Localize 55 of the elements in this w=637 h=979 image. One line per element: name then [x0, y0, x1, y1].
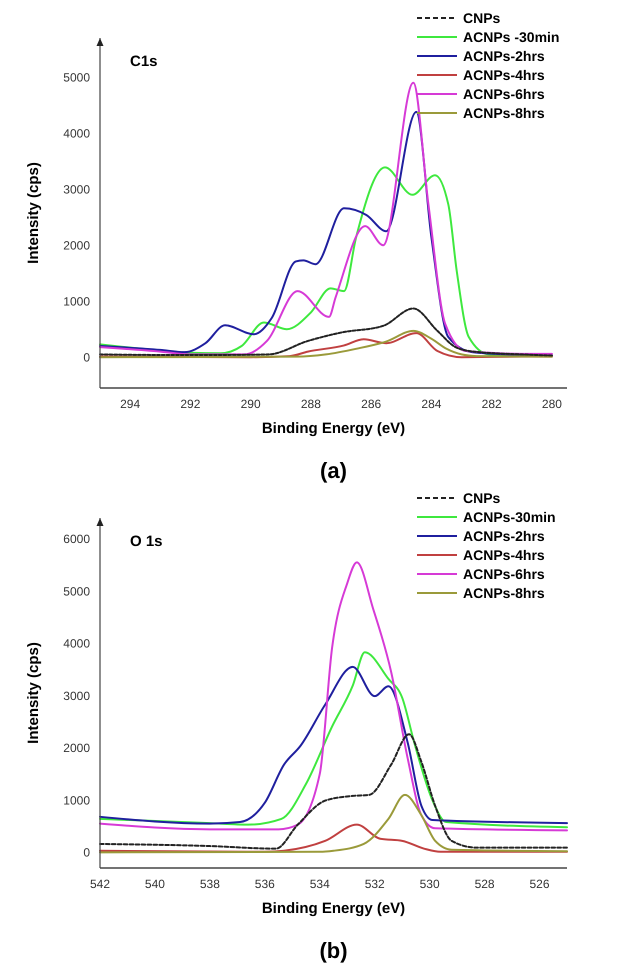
x-tick-label: 534 [310, 877, 330, 891]
x-tick-label: 528 [474, 877, 495, 891]
legend-label: ACNPs-4hrs [463, 66, 545, 83]
line-series [99, 733, 568, 850]
y-tick-label: 5000 [63, 70, 90, 84]
legend-label: ACNPs-2hrs [463, 48, 545, 64]
y-tick-label: 4000 [63, 126, 90, 140]
legend-label: ACNPs -30min [463, 28, 560, 45]
x-axis-title: Binding Energy (eV) [262, 420, 406, 437]
y-tick-label: 5000 [63, 584, 90, 598]
y-tick-label: 2000 [63, 238, 90, 252]
legend-label: ACNPs-8hrs [463, 104, 545, 121]
x-tick-label: 542 [90, 877, 110, 891]
y-tick-label: 0 [83, 350, 90, 364]
legend-label: ACNPs-8hrs [463, 584, 545, 601]
y-tick-label: 4000 [63, 636, 90, 651]
legend-label: ACNPs-6hrs [463, 86, 545, 102]
x-tick-label: 530 [420, 877, 440, 891]
line-series [99, 561, 568, 832]
y-tick-label: 3000 [63, 688, 90, 703]
text: (a) [320, 458, 347, 483]
y-tick-label: 2000 [63, 741, 90, 756]
x-tick-label: 538 [200, 877, 220, 891]
legend-label: ACNPs-4hrs [463, 546, 545, 563]
legend-label: CNPs [463, 490, 501, 506]
text: (b) [319, 938, 348, 963]
x-tick-label: 286 [361, 397, 382, 411]
legend-label: ACNPs-6hrs [463, 566, 545, 582]
legend-label: CNPs [463, 10, 501, 26]
x-tick-label: 292 [180, 397, 201, 411]
x-tick-label: 540 [144, 877, 166, 891]
line-series [99, 307, 553, 357]
text: C1s [130, 53, 158, 70]
x-tick-label: 290 [240, 397, 261, 411]
x-tick-label: 284 [421, 397, 442, 411]
x-tick-label: 294 [120, 397, 140, 411]
legend-label: ACNPs-30min [463, 508, 556, 525]
line-series [99, 824, 568, 853]
x-tick-label: 532 [364, 877, 386, 891]
x-tick-label: 280 [542, 397, 562, 411]
y-axis-title: Intensity (cps) [25, 162, 42, 264]
x-axis-title: Binding Energy (eV) [262, 900, 406, 917]
legend-label: ACNPs-2hrs [463, 528, 545, 544]
y-tick-label: 3000 [63, 182, 90, 196]
x-tick-label: 526 [530, 877, 550, 891]
line-series [99, 794, 568, 854]
y-tick-label: 1000 [63, 793, 90, 808]
y-tick-label: 0 [83, 846, 90, 860]
x-tick-label: 536 [254, 877, 276, 891]
y-tick-label: 6000 [63, 532, 90, 546]
y-tick-label: 1000 [63, 294, 90, 308]
text: O 1s [130, 533, 163, 550]
x-tick-label: 288 [300, 397, 322, 411]
x-tick-label: 282 [482, 397, 502, 411]
y-axis-title: Intensity (cps) [25, 642, 42, 744]
